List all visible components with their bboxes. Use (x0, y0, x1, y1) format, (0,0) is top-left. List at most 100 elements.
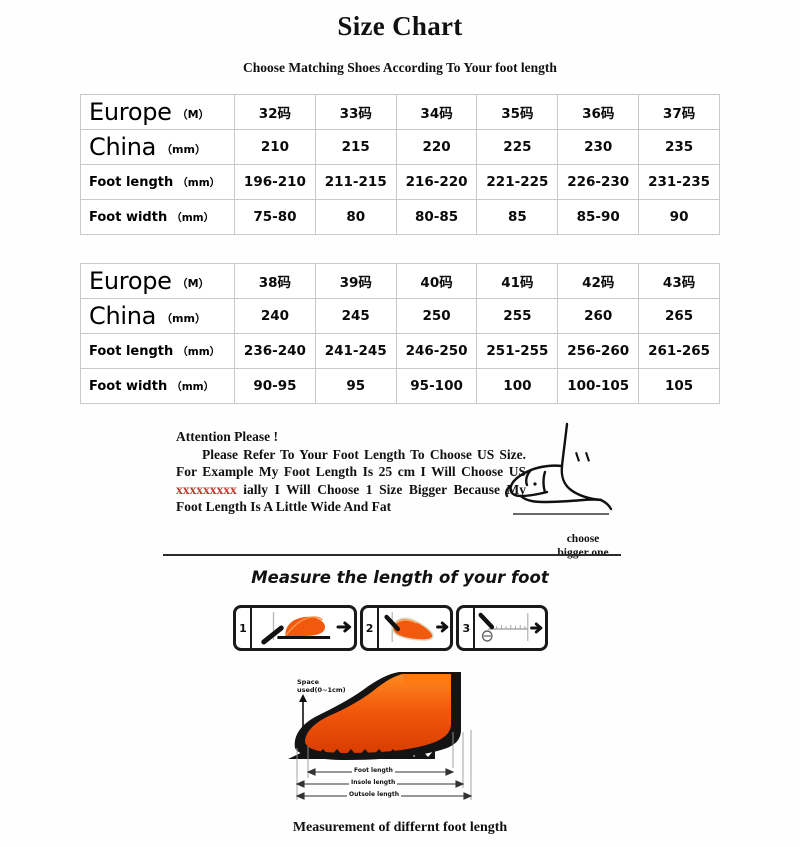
table-cell: 38码 (234, 263, 316, 299)
row-label-unit: （mm） (161, 312, 206, 325)
table-cell: 260 (557, 298, 640, 334)
table-cell: 100-105 (557, 368, 640, 404)
label-insole-length: Insole length (349, 779, 398, 786)
table-cell: 241-245 (314, 333, 397, 369)
step-1-illustration (252, 608, 354, 648)
table-row: Foot width （mm） 90-95 95 95-100 100 100-105 105 (80, 368, 720, 404)
table-cell: 251-255 (476, 333, 559, 369)
table-cell: 85-90 (557, 199, 640, 235)
label-foot-length: Foot length (352, 767, 395, 774)
size-table-2-body: Europe （M） 38码 39码 40码 41码 42码 43码 China （mm） 240 2… (80, 263, 720, 404)
table-row: Europe （M） 32码 33码 34码 35码 36码 37码 (80, 94, 720, 130)
table-cell: 265 (638, 298, 720, 334)
table-row: China （mm） 210 215 220 225 230 235 (80, 129, 720, 165)
row-label: Europe (89, 98, 172, 126)
table-row: Foot width （mm） 75-80 80 80-85 85 85-90 90 (80, 199, 720, 235)
table-cell: 39码 (314, 263, 397, 299)
table-cell: 37码 (638, 94, 720, 130)
label-outsole-length: Outsole length (347, 791, 401, 798)
page-title: Size Chart (337, 11, 463, 41)
toe-space-arrow (299, 694, 307, 738)
attention-body-part2: ially I Will Choose 1 Size Bigger Becaus… (176, 481, 526, 515)
foot-in-shoe-diagram (288, 672, 473, 800)
measure-steps: 1 2 (233, 605, 548, 651)
table-cell: 40码 (395, 263, 478, 299)
size-table-2-wrapper: Europe （M） 38码 39码 40码 41码 42码 43码 China （mm） 240 2… (0, 263, 800, 404)
row-label-cell: Foot width （mm） (80, 368, 235, 404)
table-cell: 230 (557, 129, 640, 165)
diagram-caption: Measurement of differnt foot length (292, 820, 508, 835)
row-label-unit: （mm） (161, 143, 206, 156)
table-cell: 225 (476, 129, 559, 165)
row-label-cell: China （mm） (80, 129, 235, 165)
space-label-line2: used(0~1cm) (297, 686, 346, 694)
table-cell: 42码 (557, 263, 640, 299)
table-cell: 90 (638, 199, 720, 235)
row-label: Foot width (89, 379, 168, 394)
measure-section-title: Measure the length of your foot (251, 568, 549, 587)
foot-shape (305, 674, 451, 753)
row-label-cell: Foot width （mm） (80, 199, 235, 235)
table-cell: 231-235 (638, 164, 720, 200)
table-cell: 75-80 (234, 199, 316, 235)
step-1-number: 1 (236, 608, 252, 648)
ruler-measure-icon (478, 612, 543, 642)
table-cell: 80-85 (395, 199, 478, 235)
table-row: China （mm） 240 245 250 255 260 265 (80, 298, 720, 334)
row-label-unit: （M） (176, 108, 210, 121)
table-cell: 211-215 (314, 164, 397, 200)
table-cell: 43码 (638, 263, 720, 299)
table-cell: 236-240 (234, 333, 316, 369)
measure-step-3: 3 (456, 605, 548, 651)
table-cell: 80 (314, 199, 397, 235)
attention-text: Attention Please ! Please Refer To Your … (176, 428, 526, 516)
space-label-line1: Space (297, 678, 319, 686)
row-label: Foot length (89, 175, 174, 190)
table-cell: 220 (395, 129, 478, 165)
measure-step-2: 2 (359, 605, 454, 651)
row-label-cell: China （mm） (80, 298, 235, 334)
attention-heading: Attention Please ! (176, 429, 278, 444)
section-divider (163, 554, 621, 556)
row-label-unit: （mm） (177, 346, 221, 358)
table-cell: 33码 (314, 94, 397, 130)
toe-space-label: Space used(0~1cm) (297, 678, 346, 694)
row-label: China (89, 133, 157, 161)
row-label-unit: （mm） (177, 177, 221, 189)
attention-block: Attention Please ! Please Refer To Your … (0, 420, 800, 570)
step-3-number: 3 (459, 608, 476, 648)
attention-body-part1: Please Refer To Your Foot Length To Choo… (176, 446, 526, 480)
table-cell: 100 (476, 368, 559, 404)
table-cell: 85 (476, 199, 559, 235)
step-2-number: 2 (363, 608, 379, 648)
row-label: Europe (89, 267, 172, 295)
choose-caption-line2: bigger one (557, 547, 609, 559)
row-label-cell: Foot length （mm） (80, 164, 235, 200)
size-table-38-43: Europe （M） 38码 39码 40码 41码 42码 43码 China （mm） 240 2… (80, 263, 720, 404)
table-cell: 240 (234, 298, 316, 334)
row-label-unit: （mm） (171, 212, 215, 224)
table-cell: 105 (638, 368, 720, 404)
row-label: Foot length (89, 344, 174, 359)
table-cell: 235 (638, 129, 720, 165)
foot-profile-sketch-icon (505, 422, 613, 515)
table-cell: 256-260 (557, 333, 640, 369)
table-cell: 210 (234, 129, 316, 165)
foot-on-paper-icon (261, 612, 352, 645)
table-cell: 246-250 (395, 333, 478, 369)
table-cell: 90-95 (234, 368, 316, 404)
table-cell: 95-100 (395, 368, 478, 404)
table-cell: 221-225 (476, 164, 559, 200)
table-spacer (0, 235, 800, 263)
measure-step-1: 1 (233, 605, 357, 651)
attention-redacted-text: xxxxxxxxx (176, 481, 237, 497)
table-cell: 255 (476, 298, 559, 334)
table-cell: 34码 (395, 94, 478, 130)
table-cell: 250 (395, 298, 478, 334)
table-cell: 226-230 (557, 164, 640, 200)
table-cell: 35码 (476, 94, 559, 130)
step-3-illustration (475, 608, 545, 648)
table-cell: 32码 (234, 94, 316, 130)
table-row: Europe （M） 38码 39码 40码 41码 42码 43码 (80, 263, 720, 299)
